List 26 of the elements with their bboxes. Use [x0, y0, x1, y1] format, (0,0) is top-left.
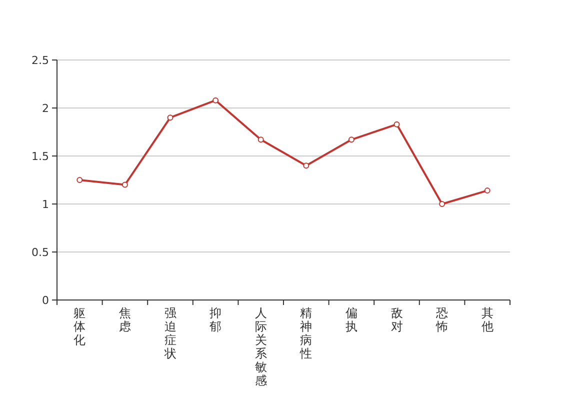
y-tick-label: 2.5 [32, 54, 49, 67]
x-tick-label: 人际关系敏感 [254, 306, 267, 388]
point [258, 136, 264, 143]
point [212, 97, 219, 104]
y-tick-label: 2 [42, 102, 49, 115]
x-tick-label: 精神病性 [299, 306, 312, 360]
y-tick-label: 1.5 [32, 150, 49, 163]
x-tick-label: 抑郁 [210, 306, 222, 334]
point [76, 177, 83, 183]
x-tick-label: 强迫症状 [163, 306, 176, 360]
x-tick-label: 敌对 [390, 306, 403, 334]
x-tick-label: 其他 [481, 306, 494, 334]
y-tick-label: 0 [42, 294, 49, 307]
x-tick-label: 恐怖 [435, 306, 448, 334]
point [394, 121, 400, 128]
y-tick-label: 1 [42, 198, 49, 211]
x-tick-label: 焦虑 [118, 306, 131, 334]
point [348, 136, 354, 143]
point [122, 182, 128, 188]
y-tick-label: 0.5 [32, 246, 49, 259]
point [303, 162, 310, 169]
point [167, 114, 174, 121]
point [439, 201, 446, 207]
point [484, 188, 490, 194]
x-tick-label: 偏执 [345, 306, 358, 334]
x-tick-label: 躯体化 [74, 306, 86, 347]
